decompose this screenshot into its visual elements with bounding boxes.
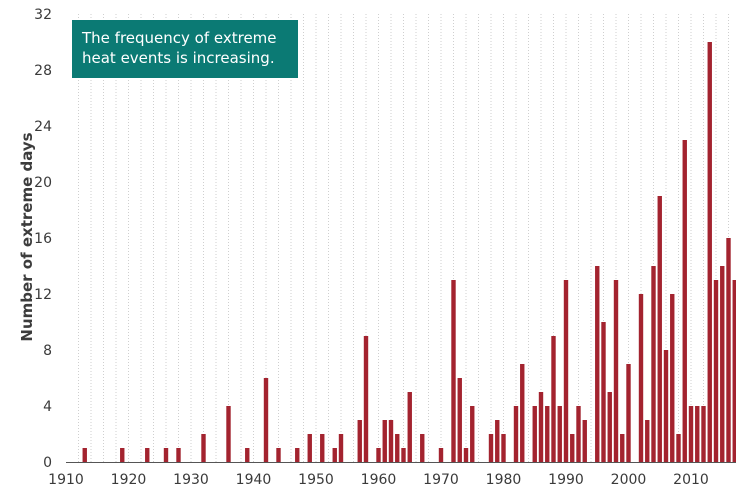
y-tick-label: 24	[34, 119, 52, 135]
bar-2000	[626, 364, 631, 462]
bar-1913	[82, 448, 87, 462]
y-tick-label: 0	[43, 455, 52, 471]
bar-2014	[713, 280, 719, 462]
x-tick-label: 1930	[173, 472, 209, 488]
bar-1982	[513, 406, 519, 462]
bar-2005	[657, 196, 662, 462]
y-axis-label: Number of extreme days	[18, 132, 36, 342]
bar-1949	[307, 434, 312, 462]
bar-2011	[695, 406, 700, 462]
bar-1991	[570, 434, 575, 462]
bar-1939	[245, 448, 250, 462]
bar-1974	[463, 448, 469, 462]
bar-1958	[363, 336, 369, 462]
y-tick-label: 32	[34, 7, 52, 23]
bar-2016	[726, 238, 731, 462]
bar-1975	[470, 406, 475, 462]
x-tick-label: 1940	[236, 472, 272, 488]
bar-1970	[438, 448, 444, 462]
bar-1960	[376, 448, 381, 462]
bar-1983	[520, 364, 525, 462]
bar-1963	[395, 434, 400, 462]
bar-1947	[295, 448, 300, 462]
bar-1932	[201, 434, 206, 462]
bar-2002	[638, 294, 644, 462]
bar-1993	[582, 420, 587, 462]
y-tick-label: 28	[34, 63, 52, 79]
y-tick-label: 20	[34, 175, 52, 191]
bar-2012	[701, 406, 706, 462]
x-axis-ticks: 1910 1920 1930 1940 1950 1960 1970 1980 1990 2000…	[48, 472, 709, 488]
bar-1979	[495, 420, 500, 462]
x-tick-label: 1970	[423, 472, 459, 488]
bar-2017	[732, 280, 736, 462]
bar-1998	[613, 280, 619, 462]
bar-1951	[320, 434, 325, 462]
annotation-box: The frequency of extreme heat events is …	[72, 20, 298, 78]
x-tick-label: 1950	[298, 472, 334, 488]
bar-1986	[538, 392, 544, 462]
bar-series	[82, 42, 736, 462]
bar-1987	[545, 406, 550, 462]
y-axis-ticks: 0 4 8 12 16 20 24 28 32	[34, 7, 52, 471]
bar-1965	[407, 392, 412, 462]
y-tick-label: 12	[34, 287, 52, 303]
x-tick-label: 2000	[611, 472, 647, 488]
bar-1992	[576, 406, 581, 462]
bar-1989	[557, 406, 562, 462]
bar-1985	[532, 406, 537, 462]
bar-2006	[663, 350, 669, 462]
y-tick-label: 8	[43, 343, 52, 359]
y-tick-label: 4	[43, 399, 52, 415]
bar-2003	[645, 420, 650, 462]
bar-1997	[607, 392, 612, 462]
bar-1942	[263, 378, 269, 462]
bar-1962	[388, 420, 394, 462]
bar-1980	[501, 434, 506, 462]
x-tick-label: 1960	[361, 472, 397, 488]
annotation-line-1: The frequency of extreme	[82, 29, 277, 47]
bar-1972	[451, 280, 456, 462]
bar-2004	[651, 266, 656, 462]
bar-1996	[601, 322, 606, 462]
bar-1923	[145, 448, 150, 462]
bar-1944	[276, 448, 281, 462]
bar-2007	[670, 294, 675, 462]
bar-2010	[688, 406, 694, 462]
bar-1926	[163, 448, 169, 462]
bar-2008	[676, 434, 681, 462]
bar-1990	[563, 280, 569, 462]
bar-2015	[720, 266, 725, 462]
bar-1961	[382, 420, 387, 462]
bar-1953	[332, 448, 337, 462]
bar-1995	[595, 266, 600, 462]
bar-1988	[551, 336, 556, 462]
bar-1999	[620, 434, 625, 462]
x-tick-label: 1920	[111, 472, 147, 488]
vertical-gridlines	[78, 14, 729, 462]
bar-1936	[226, 406, 231, 462]
x-tick-label: 1980	[486, 472, 522, 488]
bar-1967	[420, 434, 425, 462]
bar-1954	[338, 434, 344, 462]
x-tick-label: 1910	[48, 472, 84, 488]
x-tick-label: 2010	[673, 472, 709, 488]
bar-1973	[457, 378, 462, 462]
y-tick-label: 16	[34, 231, 52, 247]
bar-1928	[176, 448, 181, 462]
bar-1964	[401, 448, 406, 462]
bar-2013	[707, 42, 712, 462]
annotation-line-2: heat events is increasing.	[82, 49, 275, 67]
bar-1957	[357, 420, 362, 462]
bar-1978	[488, 434, 494, 462]
x-tick-label: 1990	[548, 472, 584, 488]
bar-1919	[120, 448, 125, 462]
bar-2009	[682, 140, 687, 462]
